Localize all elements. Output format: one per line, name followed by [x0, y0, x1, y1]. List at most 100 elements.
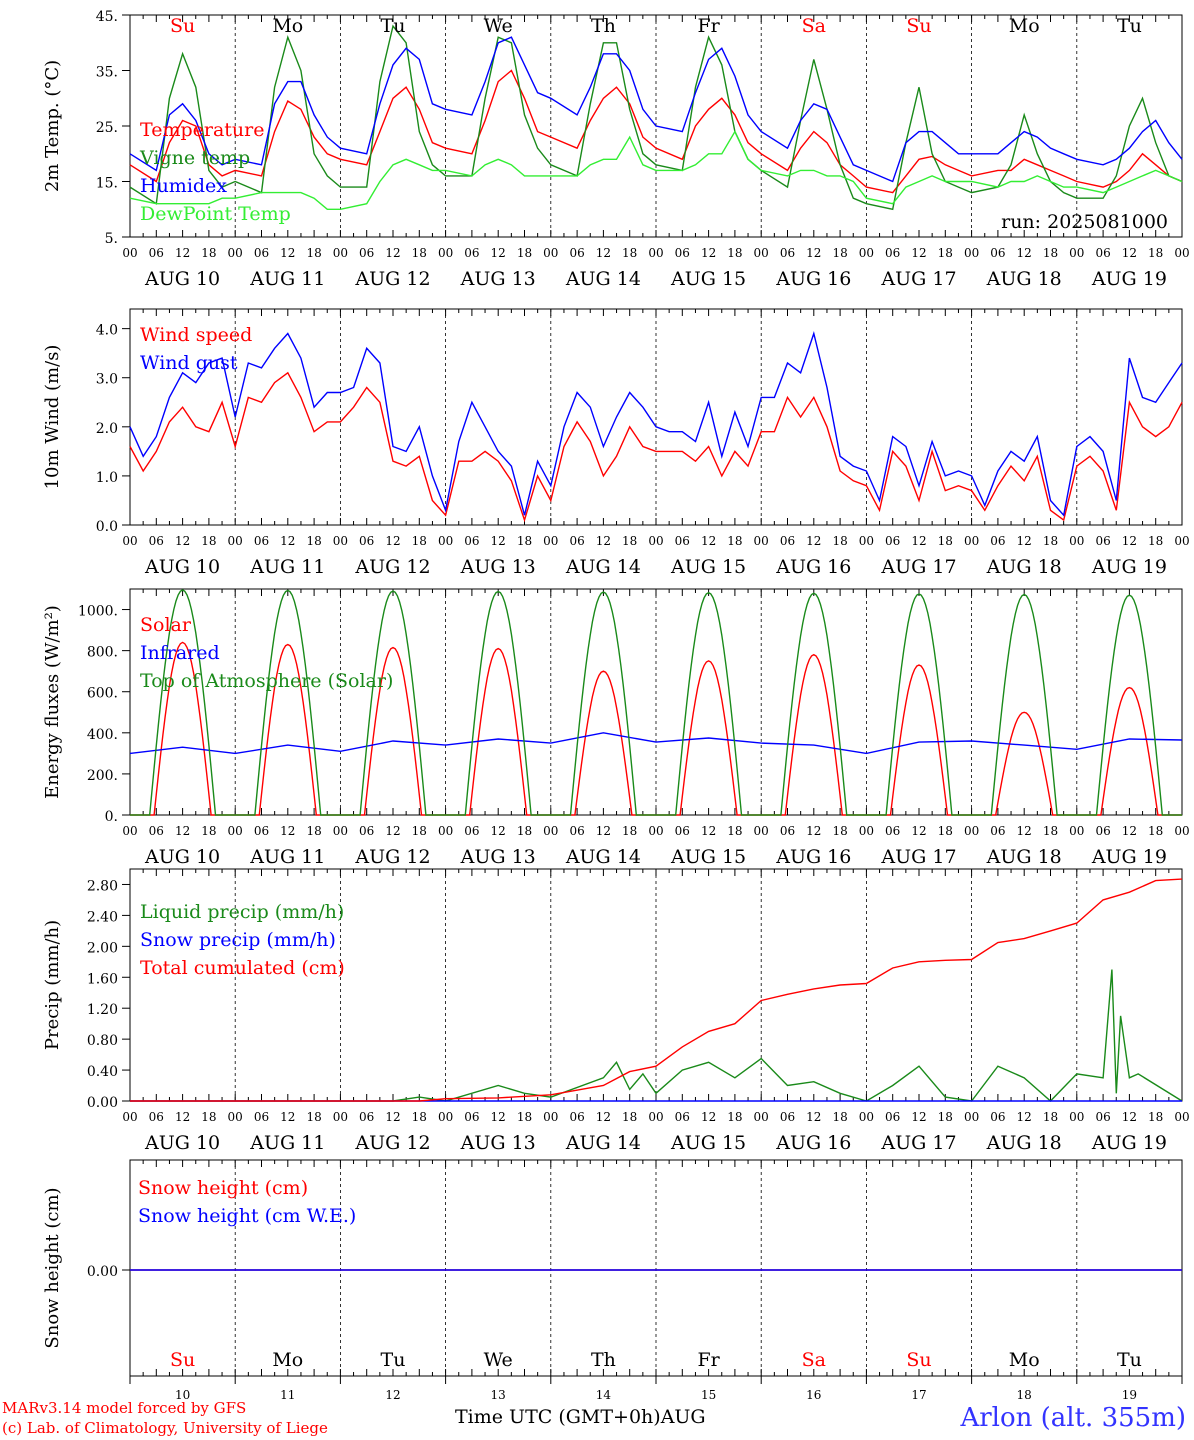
model-credit: MARv3.14 model forced by GFS	[2, 1399, 247, 1417]
x-hour-label: 12	[385, 1110, 400, 1124]
x-hour-label: 06	[780, 534, 795, 548]
x-hour-label: 12	[175, 824, 190, 838]
x-date-label: AUG 11	[249, 556, 325, 578]
x-hour-label: 12	[1122, 1110, 1137, 1124]
x-hour-label: 18	[412, 246, 427, 260]
legend-entry: Snow height (cm)	[138, 1177, 308, 1199]
x-hour-label: 06	[780, 246, 795, 260]
x-hour-label: 00	[543, 534, 558, 548]
series-dewpoint-temp	[129, 130, 1183, 210]
x-hour-label: 00	[122, 534, 137, 548]
x-hour-label: 18	[832, 534, 847, 548]
weekday-label-top: Th	[591, 15, 616, 37]
x-hour-label: 18	[1148, 1110, 1163, 1124]
x-hour-label: 00	[543, 824, 558, 838]
x-hour-label: 06	[990, 534, 1005, 548]
x-date-label: AUG 18	[986, 556, 1062, 578]
x-hour-label: 12	[911, 534, 926, 548]
y-tick-label: 45.	[96, 9, 118, 25]
x-hour-label: 06	[359, 1110, 374, 1124]
x-hour-label: 06	[254, 534, 269, 548]
x-hour-label: 06	[149, 824, 164, 838]
x-hour-label: 18	[832, 246, 847, 260]
weekday-label-bottom: Su	[906, 1349, 931, 1371]
x-hour-label: 06	[885, 534, 900, 548]
x-hour-label: 18	[412, 1110, 427, 1124]
weekday-label-bottom: Sa	[802, 1349, 826, 1371]
x-hour-label: 12	[280, 246, 295, 260]
x-hour-label: 00	[228, 1110, 243, 1124]
x-hour-label: 12	[911, 1110, 926, 1124]
x-hour-label: 00	[543, 1110, 558, 1124]
x-date-label: AUG 17	[880, 556, 956, 578]
day-number: 16	[806, 1388, 821, 1402]
y-axis-label: 10m Wind (m/s)	[42, 345, 63, 490]
x-date-label: AUG 19	[1091, 556, 1167, 578]
x-hour-label: 00	[1069, 246, 1084, 260]
x-hour-label: 06	[464, 534, 479, 548]
day-number: 13	[491, 1388, 506, 1402]
legend-entry: Wind speed	[140, 324, 252, 346]
x-hour-label: 06	[149, 534, 164, 548]
y-tick-label: 2.00	[87, 940, 118, 956]
y-tick-label: 0.00	[87, 1264, 118, 1280]
y-tick-label: 5.	[105, 231, 118, 247]
weekday-label-top: Mo	[272, 15, 303, 37]
x-hour-label: 00	[648, 1110, 663, 1124]
y-tick-label: 0.	[105, 809, 118, 825]
x-hour-label: 00	[333, 1110, 348, 1124]
weekday-label-bottom: Fr	[697, 1349, 720, 1371]
x-hour-label: 12	[175, 1110, 190, 1124]
x-date-label: AUG 11	[249, 846, 325, 868]
x-hour-label: 18	[727, 1110, 742, 1124]
x-hour-label: 00	[438, 246, 453, 260]
x-hour-label: 18	[727, 534, 742, 548]
x-hour-label: 18	[938, 246, 953, 260]
x-hour-label: 18	[1148, 824, 1163, 838]
x-hour-label: 06	[569, 1110, 584, 1124]
x-hour-label: 00	[1069, 534, 1084, 548]
x-date-label: AUG 10	[144, 846, 220, 868]
x-date-label: AUG 16	[775, 846, 851, 868]
x-hour-label: 00	[648, 534, 663, 548]
weekday-label-bottom: Th	[591, 1349, 616, 1371]
x-date-label: AUG 11	[249, 1132, 325, 1154]
legend-entry: Temperature	[140, 119, 264, 141]
x-date-label: AUG 16	[775, 1132, 851, 1154]
x-hour-label: 06	[359, 246, 374, 260]
x-hour-label: 06	[885, 1110, 900, 1124]
x-hour-label: 00	[859, 1110, 874, 1124]
x-hour-label: 18	[622, 246, 637, 260]
weekday-label-top: Fr	[697, 15, 720, 37]
x-hour-label: 06	[464, 824, 479, 838]
legend-entry: Top of Atmosphere (Solar)	[140, 670, 393, 692]
x-hour-label: 00	[122, 824, 137, 838]
weekday-label-bottom: Tu	[1117, 1349, 1142, 1371]
x-date-label: AUG 14	[565, 268, 641, 290]
x-hour-label: 06	[885, 824, 900, 838]
series-wind-speed	[129, 371, 1183, 523]
x-hour-label: 18	[1043, 534, 1058, 548]
legend-entry: Solar	[140, 614, 192, 636]
x-hour-label: 18	[1148, 534, 1163, 548]
lab-credit: (c) Lab. of Climatology, University of L…	[2, 1419, 328, 1437]
x-hour-label: 18	[306, 1110, 321, 1124]
x-hour-label: 18	[727, 824, 742, 838]
series-wind-gust	[129, 330, 1183, 517]
x-hour-label: 18	[938, 1110, 953, 1124]
x-date-label: AUG 15	[670, 846, 746, 868]
x-hour-label: 12	[175, 534, 190, 548]
x-hour-label: 06	[990, 824, 1005, 838]
y-tick-label: 3.0	[96, 372, 118, 388]
weekday-label-top: Tu	[381, 15, 406, 37]
x-hour-label: 06	[675, 534, 690, 548]
x-hour-label: 06	[780, 1110, 795, 1124]
x-hour-label: 00	[333, 534, 348, 548]
x-hour-label: 06	[569, 824, 584, 838]
y-axis-label: Energy fluxes (W/m²)	[42, 605, 63, 799]
weekday-label-bottom: Mo	[272, 1349, 303, 1371]
x-hour-label: 06	[675, 824, 690, 838]
x-hour-label: 18	[201, 246, 216, 260]
x-date-label: AUG 16	[775, 556, 851, 578]
